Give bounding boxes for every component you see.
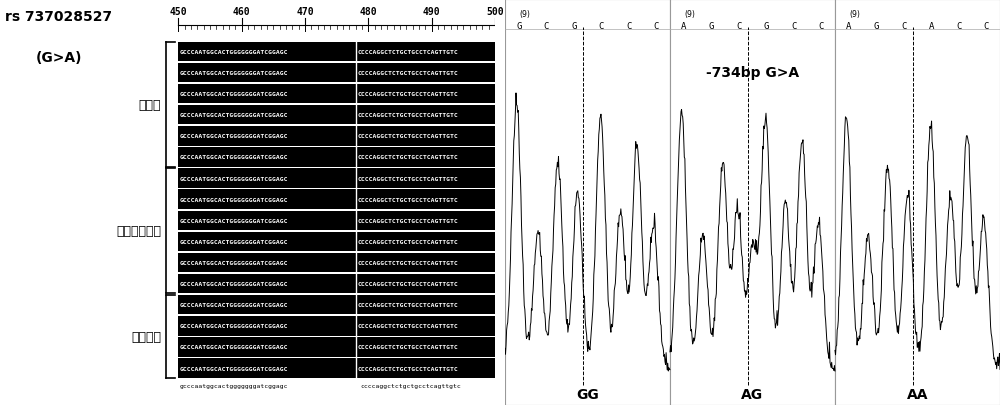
Text: CCCCAGGCTCTGCTGCCTCAGTTGTC: CCCCAGGCTCTGCTGCCTCAGTTGTC [358,324,458,328]
Text: 百日鸡: 百日鸡 [138,98,161,111]
Text: ccccaggctctgctgcctcagttgtc: ccccaggctctgctgcctcagttgtc [361,383,461,388]
Text: 隐性白洛克鸡: 隐性白洛克鸡 [116,225,161,238]
Text: (9): (9) [519,10,530,19]
Bar [178,106,495,125]
Text: GCCCAATGGCACTGGGGGGGATCGGAGC: GCCCAATGGCACTGGGGGGGATCGGAGC [180,71,288,76]
Bar [178,358,495,378]
Text: CCCCAGGCTCTGCTGCCTCAGTTGTC: CCCCAGGCTCTGCTGCCTCAGTTGTC [358,345,458,350]
Text: CCCCAGGCTCTGCTGCCTCAGTTGTC: CCCCAGGCTCTGCTGCCTCAGTTGTC [358,134,458,139]
Text: G: G [516,22,521,31]
Text: GCCCAATGGCACTGGGGGGGATCGGAGC: GCCCAATGGCACTGGGGGGGATCGGAGC [180,218,288,223]
Text: G: G [709,22,714,31]
Bar [178,232,495,252]
Bar [178,190,495,209]
Bar [178,169,495,188]
Text: C: C [956,22,961,31]
Text: 460: 460 [233,7,250,17]
Text: C: C [544,22,549,31]
Text: C: C [819,22,824,31]
Text: GCCCAATGGCACTGGGGGGGATCGGAGC: GCCCAATGGCACTGGGGGGGATCGGAGC [180,134,288,139]
Text: GCCCAATGGCACTGGGGGGGATCGGAGC: GCCCAATGGCACTGGGGGGGATCGGAGC [180,197,288,202]
Text: (9): (9) [684,10,695,19]
Text: AA: AA [907,387,928,401]
Text: GCCCAATGGCACTGGGGGGGATCGGAGC: GCCCAATGGCACTGGGGGGGATCGGAGC [180,155,288,160]
Text: G: G [571,22,576,31]
Text: C: C [791,22,796,31]
Bar [178,211,495,230]
Text: CCCCAGGCTCTGCTGCCTCAGTTGTC: CCCCAGGCTCTGCTGCCTCAGTTGTC [358,92,458,97]
Text: C: C [736,22,741,31]
Bar [178,316,495,336]
Text: 470: 470 [296,7,314,17]
Text: GCCCAATGGCACTGGGGGGGATCGGAGC: GCCCAATGGCACTGGGGGGGATCGGAGC [180,303,288,307]
Bar [178,337,495,357]
Text: GCCCAATGGCACTGGGGGGGATCGGAGC: GCCCAATGGCACTGGGGGGGATCGGAGC [180,113,288,118]
Bar [178,274,495,294]
Text: gcccaatggcactgggggggatcggagc: gcccaatggcactgggggggatcggagc [180,383,288,388]
Text: CCCCAGGCTCTGCTGCCTCAGTTGTC: CCCCAGGCTCTGCTGCCTCAGTTGTC [358,197,458,202]
Text: C: C [654,22,659,31]
Text: G: G [874,22,879,31]
Bar [178,43,495,62]
Text: CCCCAGGCTCTGCTGCCTCAGTTGTC: CCCCAGGCTCTGCTGCCTCAGTTGTC [358,176,458,181]
Text: A: A [681,22,686,31]
Text: CCCCAGGCTCTGCTGCCTCAGTTGTC: CCCCAGGCTCTGCTGCCTCAGTTGTC [358,155,458,160]
Text: GCCCAATGGCACTGGGGGGGATCGGAGC: GCCCAATGGCACTGGGGGGGATCGGAGC [180,92,288,97]
Text: CCCCAGGCTCTGCTGCCTCAGTTGTC: CCCCAGGCTCTGCTGCCTCAGTTGTC [358,303,458,307]
Text: CCCCAGGCTCTGCTGCCTCAGTTGTC: CCCCAGGCTCTGCTGCCTCAGTTGTC [358,218,458,223]
Bar [178,295,495,315]
Text: CCCCAGGCTCTGCTGCCTCAGTTGTC: CCCCAGGCTCTGCTGCCTCAGTTGTC [358,239,458,244]
Text: 480: 480 [360,7,377,17]
Text: C: C [599,22,604,31]
Text: G: G [764,22,769,31]
Text: GCCCAATGGCACTGGGGGGGATCGGAGC: GCCCAATGGCACTGGGGGGGATCGGAGC [180,239,288,244]
Bar [835,0,1000,405]
Text: CCCCAGGCTCTGCTGCCTCAGTTGTC: CCCCAGGCTCTGCTGCCTCAGTTGTC [358,281,458,286]
Text: GCCCAATGGCACTGGGGGGGATCGGAGC: GCCCAATGGCACTGGGGGGGATCGGAGC [180,345,288,350]
Text: GCCCAATGGCACTGGGGGGGATCGGAGC: GCCCAATGGCACTGGGGGGGATCGGAGC [180,260,288,265]
Text: rs 737028527: rs 737028527 [5,10,112,24]
Text: GG: GG [576,387,599,401]
Text: CCCCAGGCTCTGCTGCCTCAGTTGTC: CCCCAGGCTCTGCTGCCTCAGTTGTC [358,113,458,118]
Text: (9): (9) [849,10,860,19]
Text: (G>A): (G>A) [36,51,83,64]
Text: CCCCAGGCTCTGCTGCCTCAGTTGTC: CCCCAGGCTCTGCTGCCTCAGTTGTC [358,260,458,265]
Text: 450: 450 [169,7,187,17]
Text: 500: 500 [486,7,504,17]
Text: GCCCAATGGCACTGGGGGGGATCGGAGC: GCCCAATGGCACTGGGGGGGATCGGAGC [180,176,288,181]
Text: CCCCAGGCTCTGCTGCCTCAGTTGTC: CCCCAGGCTCTGCTGCCTCAGTTGTC [358,366,458,371]
Text: A: A [929,22,934,31]
Text: C: C [984,22,989,31]
Text: GCCCAATGGCACTGGGGGGGATCGGAGC: GCCCAATGGCACTGGGGGGGATCGGAGC [180,281,288,286]
Bar [178,253,495,273]
Text: CCCCAGGCTCTGCTGCCTCAGTTGTC: CCCCAGGCTCTGCTGCCTCAGTTGTC [358,50,458,55]
Bar [178,64,495,83]
Text: 490: 490 [423,7,440,17]
Text: CCCCAGGCTCTGCTGCCTCAGTTGTC: CCCCAGGCTCTGCTGCCTCAGTTGTC [358,71,458,76]
Text: GCCCAATGGCACTGGGGGGGATCGGAGC: GCCCAATGGCACTGGGGGGGATCGGAGC [180,366,288,371]
Bar [670,0,835,405]
Text: C: C [626,22,631,31]
Text: GCCCAATGGCACTGGGGGGGATCGGAGC: GCCCAATGGCACTGGGGGGGATCGGAGC [180,324,288,328]
Text: A: A [846,22,851,31]
Bar [178,85,495,104]
Text: C: C [901,22,906,31]
Text: AG: AG [741,387,764,401]
Text: 新杨褐鸡: 新杨褐鸡 [131,330,161,343]
Text: -734bp G>A: -734bp G>A [706,66,799,80]
Text: GCCCAATGGCACTGGGGGGGATCGGAGC: GCCCAATGGCACTGGGGGGGATCGGAGC [180,50,288,55]
Bar [505,0,670,405]
Bar [178,148,495,167]
Bar [178,127,495,146]
